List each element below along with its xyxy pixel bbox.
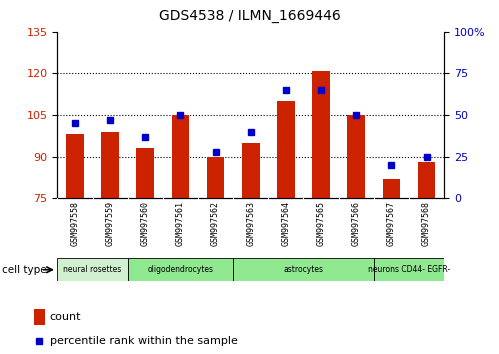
Text: GSM997564: GSM997564 — [281, 201, 290, 246]
Text: GSM997559: GSM997559 — [106, 201, 115, 246]
Bar — [383, 179, 400, 198]
Bar — [207, 157, 225, 198]
Bar — [233, 258, 374, 281]
Text: oligodendrocytes: oligodendrocytes — [147, 266, 214, 274]
Text: count: count — [50, 312, 81, 322]
Text: cell type: cell type — [2, 265, 47, 275]
Text: percentile rank within the sample: percentile rank within the sample — [50, 336, 238, 346]
Text: GSM997558: GSM997558 — [70, 201, 79, 246]
Bar — [312, 71, 330, 198]
Text: neural rosettes: neural rosettes — [63, 266, 122, 274]
Bar — [137, 148, 154, 198]
Bar — [242, 143, 259, 198]
Text: GSM997568: GSM997568 — [422, 201, 431, 246]
Bar — [277, 101, 295, 198]
Bar — [34, 309, 45, 325]
Text: GSM997562: GSM997562 — [211, 201, 220, 246]
Text: GSM997565: GSM997565 — [316, 201, 325, 246]
Bar — [347, 115, 365, 198]
Text: GSM997566: GSM997566 — [352, 201, 361, 246]
Text: neurons CD44- EGFR-: neurons CD44- EGFR- — [368, 266, 450, 274]
Text: GSM997567: GSM997567 — [387, 201, 396, 246]
Text: astrocytes: astrocytes — [283, 266, 323, 274]
Bar — [101, 132, 119, 198]
Bar — [374, 258, 444, 281]
Bar — [57, 258, 128, 281]
Text: GSM997560: GSM997560 — [141, 201, 150, 246]
Text: GDS4538 / ILMN_1669446: GDS4538 / ILMN_1669446 — [159, 9, 340, 23]
Bar — [172, 115, 189, 198]
Bar — [418, 162, 435, 198]
Bar — [66, 135, 84, 198]
Text: GSM997561: GSM997561 — [176, 201, 185, 246]
Text: GSM997563: GSM997563 — [246, 201, 255, 246]
Bar — [128, 258, 233, 281]
